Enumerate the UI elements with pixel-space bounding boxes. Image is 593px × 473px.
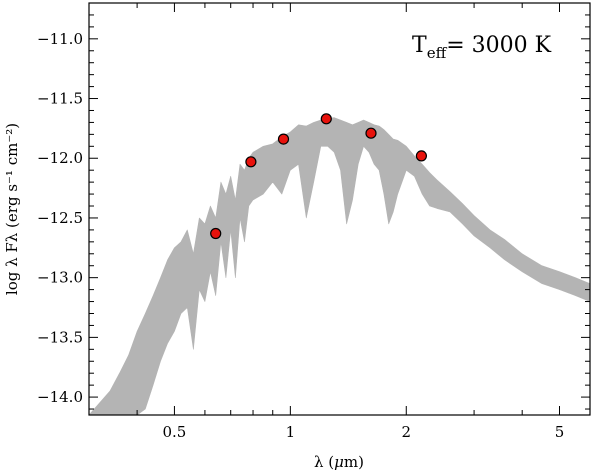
teff-annotation: Teff= 3000 K bbox=[412, 33, 552, 62]
y-tick-label: −12.0 bbox=[37, 149, 83, 167]
photometry-point bbox=[210, 227, 222, 240]
y-tick-label: −13.5 bbox=[37, 328, 83, 346]
y-tick-label: −13.0 bbox=[37, 269, 83, 287]
x-tick-label: 2 bbox=[401, 423, 411, 441]
x-tick-label: 0.5 bbox=[162, 423, 186, 441]
photometry-point bbox=[365, 127, 377, 139]
data-points-layer bbox=[210, 113, 427, 240]
x-tick-label: 1 bbox=[286, 423, 296, 441]
y-axis-label: log λ Fλ (erg s⁻¹ cm⁻²) bbox=[3, 123, 21, 295]
y-tick-label: −14.0 bbox=[37, 388, 83, 406]
x-tick-label: 5 bbox=[555, 423, 565, 441]
y-tick-label: −11.0 bbox=[37, 30, 83, 48]
plot-area bbox=[89, 3, 590, 415]
photometry-point bbox=[320, 113, 332, 125]
x-axis-label: λ (μm) bbox=[314, 453, 364, 471]
y-tick-label: −11.5 bbox=[37, 90, 83, 108]
photometry-point bbox=[415, 150, 427, 162]
y-tick-label: −12.5 bbox=[37, 209, 83, 227]
photometry-point bbox=[277, 133, 290, 145]
photometry-point bbox=[245, 156, 257, 168]
ticks-layer: 0.5 1 2 5 −11.0 −11.5 −12.0 −12.5 −13.0 −13.5 −14.… bbox=[37, 2, 590, 441]
plot-frame bbox=[88, 2, 591, 416]
